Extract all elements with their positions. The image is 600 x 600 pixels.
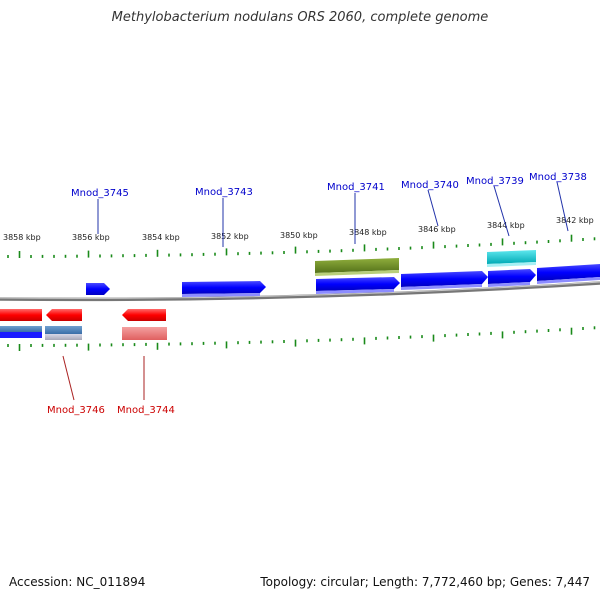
gene-feature-olive[interactable] (315, 258, 399, 273)
gene-label-mnod-3741[interactable]: Mnod_3741 (327, 182, 385, 193)
gene-arrow-mnod-3746[interactable] (46, 309, 82, 321)
feature-steel[interactable] (45, 326, 82, 334)
feature-pink[interactable] (122, 327, 167, 340)
callout-line (427, 189, 439, 227)
feature-steel[interactable] (0, 326, 42, 332)
gene-arrow-mnod-3743[interactable] (182, 281, 266, 294)
gene-label-mnod-3739[interactable]: Mnod_3739 (466, 176, 524, 187)
ruler-label: 3848 kbp (349, 228, 387, 237)
ruler-label: 3852 kbp (211, 232, 249, 241)
gene-arrow-mnod-3745[interactable] (86, 283, 110, 295)
ruler-label: 3842 kbp (556, 216, 594, 225)
gene-feature-olive-shade (315, 270, 399, 276)
gene-shade (182, 293, 260, 297)
gene-arrow-mnod-3741[interactable] (316, 277, 400, 291)
ruler-ticks-top (7, 234, 596, 258)
accession-text: Accession: NC_011894 (9, 575, 146, 589)
callout-line (62, 355, 75, 401)
gene-arrow-mnod-3739[interactable] (488, 269, 536, 284)
genome-title: Methylobacterium nodulans ORS 2060, comp… (111, 10, 489, 25)
gene-label-mnod-3743[interactable]: Mnod_3743 (195, 187, 253, 198)
gene-feature-cyan[interactable] (487, 250, 536, 264)
ruler-label: 3846 kbp (418, 225, 456, 234)
gene-shade (316, 289, 394, 294)
gene-arrow-mnod-3740[interactable] (401, 271, 488, 287)
callout-line (556, 181, 569, 232)
gene-label-mnod-3745[interactable]: Mnod_3745 (71, 188, 129, 199)
gene-label-mnod-3740[interactable]: Mnod_3740 (401, 180, 459, 191)
genome-backbone-highlight (0, 281, 600, 299)
gene-label-mnod-3738[interactable]: Mnod_3738 (529, 172, 587, 183)
ruler-label: 3856 kbp (72, 233, 110, 242)
feature-grey[interactable] (45, 334, 82, 340)
gene-shade (537, 277, 600, 284)
gene-shade (401, 284, 482, 290)
feature-blue[interactable] (0, 332, 42, 338)
gene-arrow-mnod-3744[interactable] (122, 309, 166, 321)
gene-label-mnod-3744[interactable]: Mnod_3744 (117, 405, 175, 416)
gene-arrow-reverse-edge[interactable] (0, 309, 42, 321)
ruler-ticks-bottom (7, 326, 596, 351)
callout-line (493, 185, 510, 237)
genome-backbone (0, 281, 600, 302)
ruler-label: 3858 kbp (3, 233, 41, 242)
genome-summary-text: Topology: circular; Length: 7,772,460 bp… (260, 575, 590, 589)
ruler-label: 3854 kbp (142, 233, 180, 242)
gene-arrow-mnod-3738[interactable] (537, 264, 600, 281)
gene-label-mnod-3746[interactable]: Mnod_3746 (47, 405, 105, 416)
gene-shade (488, 282, 530, 287)
ruler-label: 3850 kbp (280, 231, 318, 240)
gene-feature-cyan-shade (487, 262, 536, 267)
